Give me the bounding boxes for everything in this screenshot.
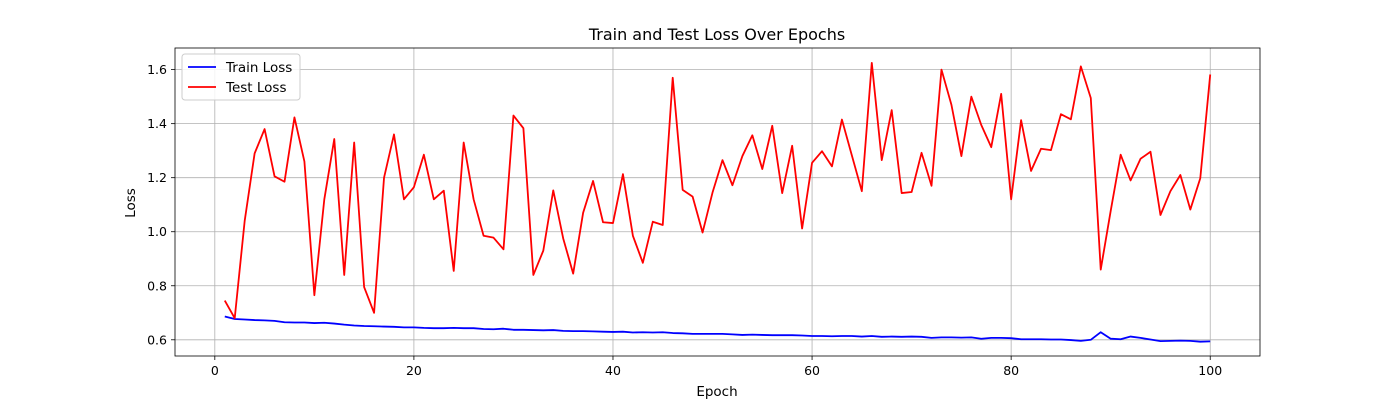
y-axis-label: Loss [123,188,139,218]
x-axis-label: Epoch [696,384,737,400]
plot-frame [174,47,1261,357]
y-tick-label: 0.6 [147,332,167,347]
chart-title: Train and Test Loss Over Epochs [588,25,845,44]
x-tick-label: 60 [804,363,820,378]
test-loss-line [223,61,1212,320]
x-tick-label: 40 [605,363,621,378]
legend: Train Loss Test Loss [181,53,301,101]
y-tick-label: 0.8 [147,278,167,293]
x-tick-label: 100 [1198,363,1222,378]
train-loss-line [224,315,1211,343]
y-tick-label: 1.2 [147,170,167,185]
x-tick-label: 0 [211,363,219,378]
axis-ticks: 0 20 40 60 80 100 0.6 0.8 1.0 1.2 1.4 1.6 [147,62,1222,378]
x-tick-label: 80 [1003,363,1019,378]
y-tick-label: 1.4 [147,116,167,131]
series-lines [223,61,1212,343]
y-tick-label: 1.6 [147,62,167,77]
legend-test-label: Test Loss [225,80,287,96]
x-tick-label: 20 [406,363,422,378]
legend-train-label: Train Loss [225,60,292,76]
legend-box [181,53,301,101]
y-tick-label: 1.0 [147,224,167,239]
